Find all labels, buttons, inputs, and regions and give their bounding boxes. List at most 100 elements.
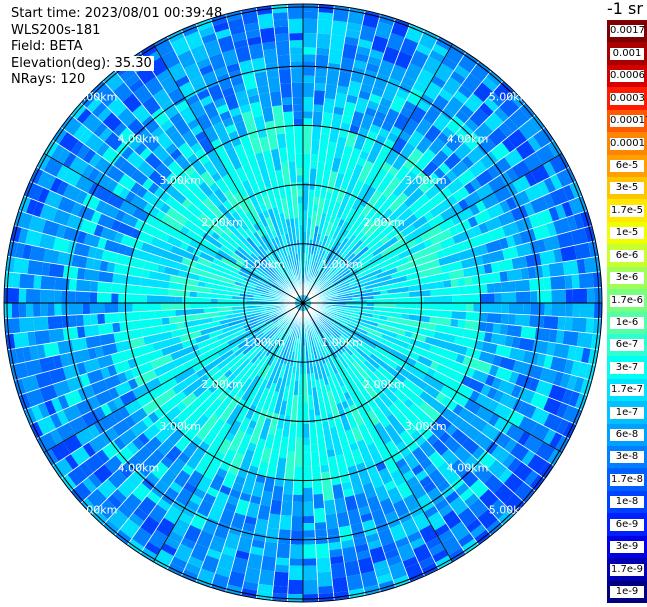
colorbar-swatch: 0.0001 [607,132,647,156]
radar-bin [576,258,586,275]
radar-bin [463,493,479,508]
radar-bin [181,187,203,208]
colorbar-swatch: 6e-8 [607,423,647,447]
radar-bin [230,512,246,530]
radar-bin [419,401,442,422]
radar-bin [435,414,453,432]
radar-bin [192,487,207,500]
radar-bin [469,415,488,433]
colorbar-tick-label: 0.0001 [610,137,645,150]
radar-bin [543,277,552,291]
radar-bin [177,49,197,69]
radar-bin [440,174,453,187]
radar-bin [419,224,443,242]
radar-bin [425,536,442,550]
radar-bin [341,444,356,468]
radar-bin [182,351,211,371]
radar-bin [374,110,387,122]
radar-bin [320,464,330,473]
radar-bin [96,449,110,464]
radar-bin [243,567,261,584]
radar-bin [317,357,330,386]
radar-bin [432,549,449,563]
radar-bin [418,30,439,50]
radar-bin [87,167,101,183]
radar-bin [376,104,390,115]
radar-bin [342,488,355,498]
ray-gap [308,308,515,515]
colorbar-tick-label: 6e-6 [610,249,644,262]
radar-bin [524,183,544,202]
radar-bin [337,237,349,252]
radar-bin [314,529,328,538]
radar-bin [429,228,453,246]
ray-gap [308,80,504,298]
radar-bin [481,422,500,441]
radar-bin [224,123,237,135]
radar-bin [222,387,232,397]
radar-bin [106,192,125,210]
radar-bin [206,548,222,560]
colorbar-swatch: 3e-5 [607,176,647,200]
radar-bin [292,104,303,112]
radar-bin [112,122,128,137]
radar-bin [82,303,91,315]
radar-bin [290,394,299,424]
radar-bin [303,96,314,112]
ray-gap [102,308,298,526]
radar-bin [443,279,452,289]
radar-bin [486,71,503,87]
radar-bin [556,231,575,249]
radar-bin [254,152,265,162]
radar-bin [445,169,458,183]
radar-bin [495,344,512,359]
radar-bin [293,338,300,367]
radar-bin [458,285,467,295]
radar-bin [291,515,303,531]
ray-gap [309,306,570,440]
radar-bin [180,537,197,550]
ray-gap [310,304,596,366]
radar-bin [277,54,291,70]
radar-bin [395,303,417,309]
ray-gap [4,286,296,303]
radar-bin [80,218,98,235]
radar-bin [568,196,587,216]
radar-bin [518,337,535,352]
radar-bin [398,207,414,223]
radar-bin [258,347,270,361]
radar-bin [141,269,151,279]
radar-bin [450,458,469,478]
radar-bin [380,289,388,295]
radar-bin [453,64,471,79]
radar-bin [99,333,116,346]
radar-bin [11,362,29,381]
radar-bin [328,548,344,558]
radar-bin [186,440,211,470]
radar-bin [290,182,298,198]
colorbar-swatch: 3e-8 [607,446,647,469]
radar-bin [227,18,246,36]
radar-bin [450,318,459,328]
radar-bin [331,266,339,273]
radar-bin [115,339,132,353]
radar-bin [325,200,336,222]
radar-bin [274,33,290,42]
radar-bin [90,313,99,326]
radar-bin [203,492,217,505]
radar-bin [426,351,456,370]
radar-bin [168,457,187,476]
ray-gap [166,309,300,570]
radar-bin [465,283,488,295]
radar-bin [379,207,394,223]
radar-bin [308,330,318,359]
radar-bin [241,264,268,282]
radar-bin [352,179,365,196]
radar-bin [220,231,240,250]
ray-gap [36,166,297,300]
radar-bin [338,299,367,303]
radar-bin [380,349,390,358]
radar-bin [514,314,531,327]
radar-bin [144,152,163,170]
radar-bin [320,356,326,364]
